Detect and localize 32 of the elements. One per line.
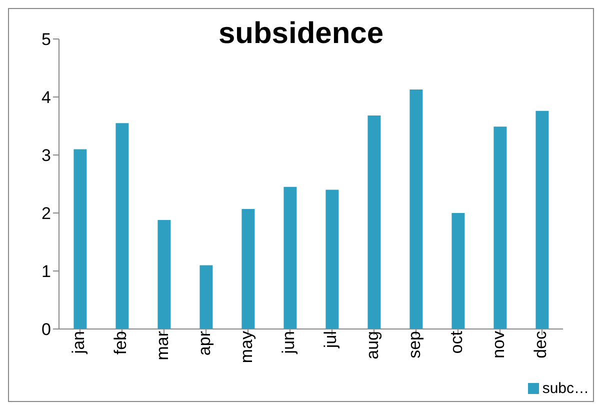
x-tick-label: feb [111, 331, 130, 355]
y-tick-label: 3 [42, 146, 51, 166]
y-tick-label: 4 [42, 88, 51, 108]
bar [410, 89, 423, 329]
x-tick-label: may [237, 330, 256, 364]
chart-title: subsidence [218, 17, 384, 50]
x-tick-label: jan [69, 331, 88, 355]
y-tick-label: 5 [42, 30, 51, 50]
bar [116, 123, 129, 329]
bar [536, 110, 549, 329]
y-tick-label: 2 [42, 204, 51, 224]
bar [452, 213, 465, 329]
x-tick-label: jun [279, 331, 298, 355]
legend-label: subc… [542, 380, 589, 397]
bar [284, 186, 297, 329]
x-tick-label: apr [195, 330, 214, 356]
y-tick-label: 0 [42, 320, 51, 340]
bar [242, 208, 255, 329]
x-tick-label: sep [405, 331, 424, 358]
x-tick-label: oct [447, 330, 466, 354]
x-tick-label: mar [153, 330, 172, 360]
bar [368, 116, 381, 329]
x-tick-label: jul [321, 331, 340, 350]
x-tick-label: aug [363, 331, 382, 360]
y-tick-label: 1 [42, 262, 51, 282]
bar [326, 190, 339, 329]
x-tick-label: dec [531, 330, 550, 358]
x-tick-label: nov [489, 330, 508, 358]
bar [494, 126, 507, 329]
bar [200, 265, 213, 329]
bar [74, 149, 87, 329]
bar [158, 220, 171, 329]
